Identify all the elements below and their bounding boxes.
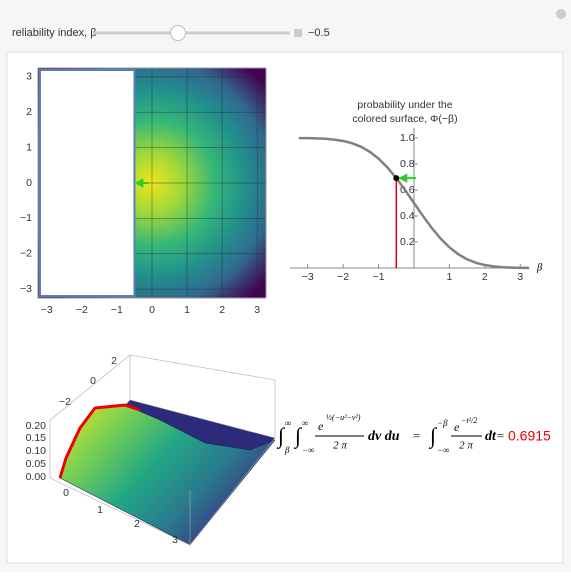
y-tick-label: −2 — [20, 248, 32, 260]
x-tick-label: 0 — [149, 304, 155, 316]
formula-part: ∞ — [285, 418, 291, 428]
formula-part: ½(−u²−v²) — [326, 413, 361, 422]
z-tick-label: 0.15 — [26, 432, 47, 444]
formula-part: −∞ — [302, 445, 315, 455]
y-tick-label: 0.2 — [400, 236, 415, 248]
y-tick-label: 3 — [26, 71, 32, 83]
x-tick-label: −1 — [373, 271, 385, 283]
formula-part: −∞ — [437, 445, 450, 455]
formula-part: dv du — [368, 429, 400, 444]
x-axis-label: β — [536, 262, 543, 273]
plot-title: colored surface, Φ(−β) — [352, 113, 457, 125]
beta-arrow — [134, 178, 149, 188]
y-tick-label: −1 — [20, 212, 32, 224]
formula-part: ∫ — [293, 423, 303, 449]
formula-part: ∫ — [276, 423, 286, 449]
y-tick-label: 0.4 — [400, 210, 415, 222]
surface-cut-edge — [58, 403, 141, 479]
formula-part: ∫ — [428, 423, 438, 449]
probability-point — [393, 175, 400, 182]
bounding-box — [49, 354, 131, 478]
plot-border — [37, 67, 267, 299]
y-tick-label: 2 — [111, 355, 117, 367]
y-tick-label: 0.8 — [400, 158, 415, 170]
formula-part: 2 π — [459, 440, 473, 452]
probability-arrow — [398, 173, 416, 183]
slider-value: −0.5 — [308, 27, 330, 39]
formula-part: −t²/2 — [461, 416, 477, 425]
x-tick-label: 3 — [517, 271, 523, 283]
y-tick-label: 0 — [90, 375, 96, 387]
formula-part: β — [284, 445, 290, 455]
y-tick-label: 1 — [26, 141, 32, 153]
cdf-plot: probability under the colored surface, Φ… — [290, 99, 543, 283]
surface-ticks: 0.200.150.100.050.00 −2 0 2 0 1 2 3 — [26, 355, 179, 546]
formula-part: e — [318, 419, 324, 433]
y-tick-label: 1.0 — [400, 132, 415, 144]
formula-part: = — [496, 428, 505, 443]
x-tick-label: 1 — [184, 304, 190, 316]
slider-knob[interactable] — [170, 25, 186, 41]
result-value: 0.6915 — [508, 428, 551, 444]
formula-part: = — [412, 428, 421, 443]
y-tick-label: 2 — [26, 106, 32, 118]
z-tick-label: 0.20 — [26, 420, 47, 432]
y-tick-label: 0 — [26, 177, 32, 189]
cdf-curve — [298, 136, 530, 270]
surface-plot — [49, 354, 276, 546]
x-tick-label: 3 — [172, 534, 178, 546]
formula-part: e — [454, 420, 460, 434]
x-tick-label: −2 — [337, 271, 349, 283]
x-tick-label: 1 — [97, 504, 103, 516]
x-tick-label: 0 — [63, 487, 69, 499]
bounding-box — [129, 354, 276, 438]
x-tick-label: 2 — [482, 271, 488, 283]
y-tick-label: −3 — [20, 283, 32, 295]
x-tick-label: 3 — [254, 304, 260, 316]
x-tick-label: 1 — [447, 271, 453, 283]
bounding-box — [189, 437, 276, 546]
z-tick-label: 0.05 — [26, 458, 47, 470]
options-button[interactable] — [556, 9, 566, 19]
formula-part: ∞ — [302, 418, 308, 428]
z-tick-label: 0.10 — [26, 445, 47, 457]
x-tick-label: 2 — [134, 518, 140, 530]
x-tick-label: −3 — [41, 304, 53, 316]
x-tick-label: 2 — [219, 304, 225, 316]
density-plot: −3 −2 −1 0 1 2 3 −3 −2 −1 0 1 2 3 — [20, 67, 267, 316]
formula-part: 2 π — [333, 440, 347, 452]
formula: ∫ ∞β∫ ∞−∞e½(−u²−v²)2 πdv du = ∫ −β−∞e −t²/22 π… — [276, 413, 551, 455]
formula-part: −β — [437, 418, 448, 428]
y-tick-label: −2 — [59, 396, 71, 408]
x-tick-label: −3 — [302, 271, 314, 283]
x-tick-label: −1 — [111, 304, 123, 316]
x-tick-label: −2 — [76, 304, 88, 316]
z-tick-label: 0.00 — [26, 471, 47, 483]
excluded-region — [39, 69, 136, 297]
plot-title: probability under the — [357, 99, 452, 111]
formula-part: dt — [485, 429, 497, 444]
expand-button[interactable] — [294, 29, 302, 37]
slider-label: reliability index, β — [12, 27, 97, 39]
